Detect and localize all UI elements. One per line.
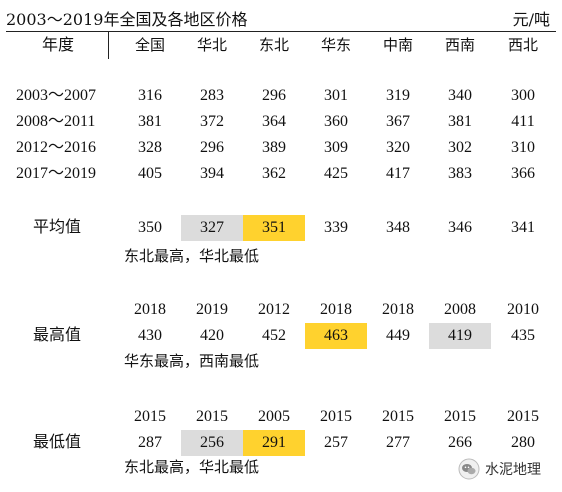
table-cell: 340	[448, 87, 472, 104]
table-cell: 425	[324, 165, 348, 182]
max-year-cell: 2008	[444, 301, 476, 318]
table-cell: 320	[386, 139, 410, 156]
table-cell: 366	[511, 165, 535, 182]
table-cell: 405	[138, 165, 162, 182]
column-header: 东北	[258, 36, 289, 54]
average-cell: 348	[386, 219, 410, 236]
table-cell: 367	[386, 113, 410, 130]
average-note: 东北最高，华北最低	[124, 247, 260, 265]
wechat-icon	[458, 458, 480, 480]
min-year-cell: 2015	[196, 408, 228, 425]
min-year-cell: 2005	[258, 408, 290, 425]
min-value-cell: 280	[511, 434, 535, 451]
max-year-cell: 2018	[382, 301, 414, 318]
watermark-text: 水泥地理	[485, 462, 541, 478]
min-year-cell: 2015	[444, 408, 476, 425]
min-year-cell: 2015	[382, 408, 414, 425]
header-divider	[108, 31, 109, 59]
top-rule	[6, 31, 556, 32]
table-cell: 309	[324, 139, 348, 156]
max-value-cell: 420	[200, 327, 224, 344]
max-note: 华东最高，西南最低	[124, 352, 260, 370]
min-value-cell: 287	[138, 434, 162, 451]
column-header: 全国	[134, 36, 165, 54]
table-cell: 300	[511, 87, 535, 104]
average-cell: 346	[448, 219, 472, 236]
table-cell: 362	[262, 165, 286, 182]
table-cell: 360	[324, 113, 348, 130]
table-cell: 394	[200, 165, 224, 182]
average-cell: 351	[243, 215, 305, 241]
max-year-cell: 2012	[258, 301, 290, 318]
average-label: 平均值	[33, 219, 82, 236]
column-header: 中南	[382, 36, 413, 54]
period-label: 2017～2019	[16, 165, 97, 182]
min-value-cell: 277	[386, 434, 410, 451]
watermark: 水泥地理	[458, 458, 541, 480]
max-value-cell: 430	[138, 327, 162, 344]
min-label: 最低值	[33, 434, 82, 451]
average-cell: 327	[181, 215, 243, 241]
table-cell: 301	[324, 87, 348, 104]
table-cell: 417	[386, 165, 410, 182]
header-year-label: 年度	[42, 35, 75, 54]
max-value-cell: 463	[305, 323, 367, 349]
max-value-cell: 452	[262, 327, 286, 344]
period-label: 2012～2016	[16, 139, 97, 156]
table-cell: 328	[138, 139, 162, 156]
max-year-cell: 2010	[507, 301, 539, 318]
table-cell: 389	[262, 139, 286, 156]
min-year-cell: 2015	[320, 408, 352, 425]
min-value-cell: 256	[181, 430, 243, 456]
unit-label: 元/吨	[512, 10, 550, 29]
period-label: 2008～2011	[16, 113, 96, 130]
max-label: 最高值	[33, 327, 82, 344]
min-value-cell: 257	[324, 434, 348, 451]
table-cell: 383	[448, 165, 472, 182]
min-value-cell: 291	[243, 430, 305, 456]
min-value-cell: 266	[448, 434, 472, 451]
table-cell: 364	[262, 113, 286, 130]
table-cell: 381	[138, 113, 162, 130]
column-header: 华北	[196, 36, 227, 54]
table-cell: 296	[200, 139, 224, 156]
table-cell: 310	[511, 139, 535, 156]
min-year-cell: 2015	[134, 408, 166, 425]
column-header: 西南	[444, 36, 475, 54]
max-value-cell: 419	[429, 323, 491, 349]
table-cell: 316	[138, 87, 162, 104]
period-label: 2003～2007	[16, 87, 97, 104]
table-cell: 283	[200, 87, 224, 104]
table-cell: 296	[262, 87, 286, 104]
average-cell: 350	[138, 219, 162, 236]
average-cell: 341	[511, 219, 535, 236]
max-year-cell: 2018	[320, 301, 352, 318]
column-header: 华东	[320, 36, 351, 54]
min-note: 东北最高，华北最低	[124, 458, 260, 476]
table-cell: 302	[448, 139, 472, 156]
table-title: 2003～2019年全国及各地区价格	[6, 10, 248, 29]
table-cell: 372	[200, 113, 224, 130]
max-year-cell: 2019	[196, 301, 228, 318]
min-year-cell: 2015	[507, 408, 539, 425]
max-value-cell: 449	[386, 327, 410, 344]
max-value-cell: 435	[511, 327, 535, 344]
max-year-cell: 2018	[134, 301, 166, 318]
table-cell: 319	[386, 87, 410, 104]
table-cell: 381	[448, 113, 472, 130]
table-cell: 411	[511, 113, 535, 130]
average-cell: 339	[324, 219, 348, 236]
column-header: 西北	[507, 36, 538, 54]
